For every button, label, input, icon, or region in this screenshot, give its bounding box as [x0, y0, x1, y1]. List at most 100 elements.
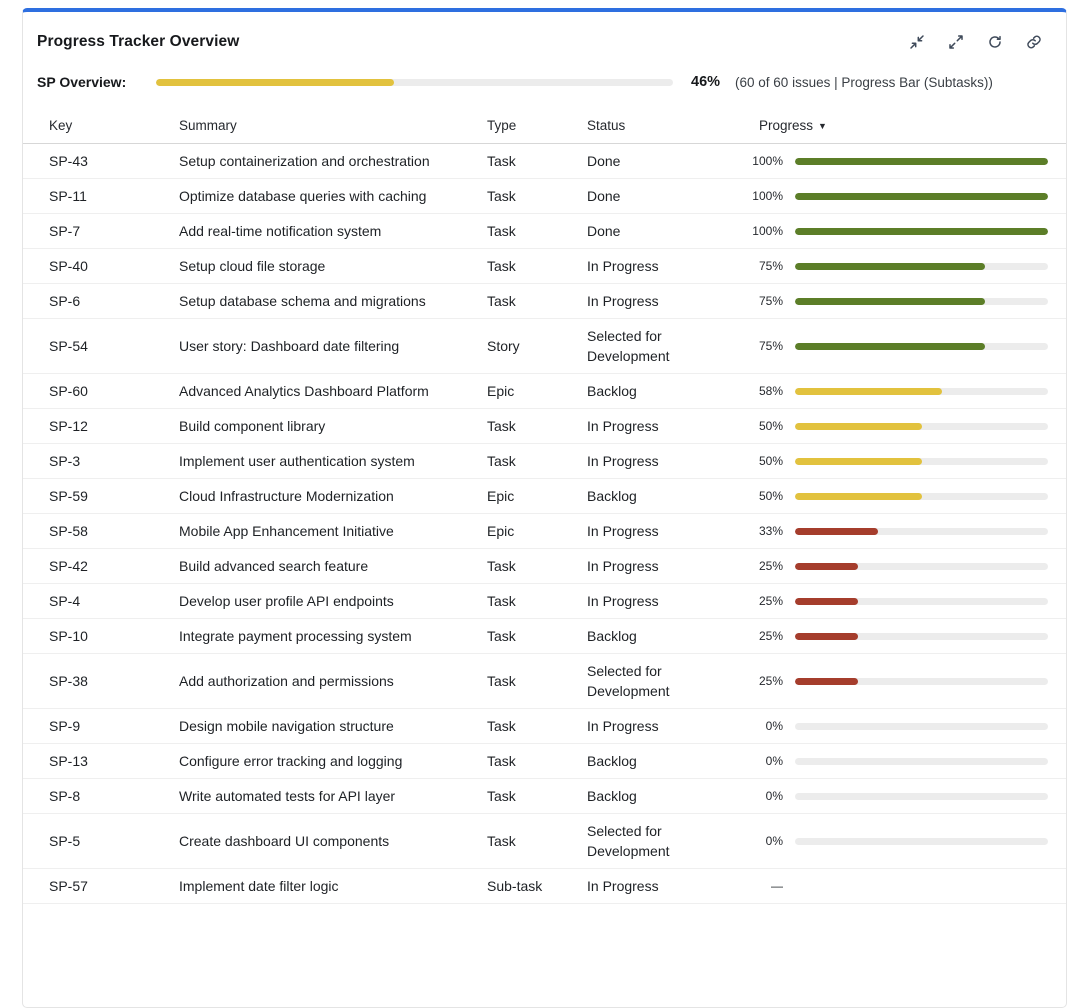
issue-progress-cell: 75%: [737, 336, 1048, 356]
issue-progress-cell: 75%: [737, 291, 1048, 311]
issue-key: SP-6: [49, 293, 81, 309]
table-row[interactable]: SP-13 Configure error tracking and loggi…: [23, 744, 1066, 779]
progress-bar: [795, 457, 1048, 465]
progress-bar: [795, 632, 1048, 640]
gadget-toolbar: [907, 32, 1044, 52]
issue-key: SP-12: [49, 418, 88, 434]
table-row[interactable]: SP-8 Write automated tests for API layer…: [23, 779, 1066, 814]
table-row[interactable]: SP-60 Advanced Analytics Dashboard Platf…: [23, 374, 1066, 409]
progress-percent: 100%: [752, 154, 783, 168]
table-row[interactable]: SP-58 Mobile App Enhancement Initiative …: [23, 514, 1066, 549]
issue-progress-cell: 50%: [737, 451, 1048, 471]
table-row[interactable]: SP-42 Build advanced search feature Task…: [23, 549, 1066, 584]
issue-status: Backlog: [587, 488, 637, 504]
progress-bar-fill: [795, 262, 985, 270]
col-header-progress[interactable]: Progress ▼: [737, 118, 1048, 133]
progress-bar: [795, 262, 1048, 270]
progress-bar-fill: [795, 387, 942, 395]
issue-type: Task: [487, 188, 516, 204]
issue-status: In Progress: [587, 293, 659, 309]
progress-tracker-panel: Progress Tracker Overview: [22, 8, 1067, 1008]
progress-percent: 75%: [758, 259, 783, 273]
progress-bar-fill: [795, 492, 922, 500]
issues-table: Key Summary Type Status Progress ▼ SP-43…: [23, 110, 1066, 904]
table-row[interactable]: SP-43 Setup containerization and orchest…: [23, 144, 1066, 179]
issue-type: Task: [487, 153, 516, 169]
link-icon[interactable]: [1024, 32, 1044, 52]
issue-type: Task: [487, 788, 516, 804]
minimize-icon[interactable]: [907, 32, 927, 52]
issue-summary: Design mobile navigation structure: [179, 718, 394, 734]
issue-summary: Develop user profile API endpoints: [179, 593, 394, 609]
issue-status: Backlog: [587, 383, 637, 399]
overview-detail: (60 of 60 issues | Progress Bar (Subtask…: [735, 74, 993, 90]
issue-status: In Progress: [587, 418, 659, 434]
issue-key: SP-38: [49, 673, 88, 689]
issue-status: Backlog: [587, 753, 637, 769]
issue-progress-cell: 25%: [737, 556, 1048, 576]
issue-status: In Progress: [587, 878, 659, 894]
issue-type: Task: [487, 453, 516, 469]
overview-progress-bar: [156, 78, 673, 86]
issue-status: In Progress: [587, 718, 659, 734]
table-row[interactable]: SP-9 Design mobile navigation structure …: [23, 709, 1066, 744]
overview-progress-fill: [156, 78, 394, 86]
issue-status: In Progress: [587, 593, 659, 609]
table-row[interactable]: SP-59 Cloud Infrastructure Modernization…: [23, 479, 1066, 514]
table-row[interactable]: SP-12 Build component library Task In Pr…: [23, 409, 1066, 444]
table-row[interactable]: SP-38 Add authorization and permissions …: [23, 654, 1066, 709]
progress-percent: 25%: [758, 629, 783, 643]
issue-key: SP-9: [49, 718, 81, 734]
issue-status: Selected for Development: [587, 328, 670, 364]
table-row[interactable]: SP-4 Develop user profile API endpoints …: [23, 584, 1066, 619]
table-row[interactable]: SP-10 Integrate payment processing syste…: [23, 619, 1066, 654]
issue-summary: Add authorization and permissions: [179, 673, 394, 689]
progress-bar: [795, 297, 1048, 305]
table-header: Key Summary Type Status Progress ▼: [23, 110, 1066, 144]
col-header-status[interactable]: Status: [587, 118, 626, 133]
issue-key: SP-42: [49, 558, 88, 574]
table-row[interactable]: SP-6 Setup database schema and migration…: [23, 284, 1066, 319]
issue-summary: Configure error tracking and logging: [179, 753, 403, 769]
issue-type: Epic: [487, 383, 515, 399]
table-row[interactable]: SP-57 Implement date filter logic Sub-ta…: [23, 869, 1066, 904]
progress-bar-fill: [795, 297, 985, 305]
issue-type: Task: [487, 593, 516, 609]
progress-percent: 75%: [758, 294, 783, 308]
progress-percent: 100%: [752, 224, 783, 238]
progress-bar-fill: [795, 192, 1048, 200]
progress-bar-fill: [795, 597, 859, 605]
issue-progress-cell: 25%: [737, 671, 1048, 691]
issue-status: Done: [587, 188, 621, 204]
issue-key: SP-57: [49, 878, 88, 894]
page-title: Progress Tracker Overview: [37, 33, 240, 50]
table-row[interactable]: SP-7 Add real-time notification system T…: [23, 214, 1066, 249]
progress-bar: [795, 192, 1048, 200]
table-row[interactable]: SP-5 Create dashboard UI components Task…: [23, 814, 1066, 869]
col-header-key[interactable]: Key: [49, 118, 73, 133]
table-row[interactable]: SP-3 Implement user authentication syste…: [23, 444, 1066, 479]
sp-overview-section: SP Overview: 46% (60 of 60 issues | Prog…: [23, 60, 1066, 110]
issue-summary: Integrate payment processing system: [179, 628, 412, 644]
sort-desc-icon: ▼: [818, 120, 827, 131]
progress-bar-fill: [795, 422, 922, 430]
expand-icon[interactable]: [946, 32, 966, 52]
col-header-type[interactable]: Type: [487, 118, 517, 133]
issue-key: SP-13: [49, 753, 88, 769]
issue-progress-cell: 75%: [737, 256, 1048, 276]
issue-summary: Write automated tests for API layer: [179, 788, 396, 804]
issue-type: Task: [487, 753, 516, 769]
issue-key: SP-8: [49, 788, 81, 804]
issue-type: Task: [487, 258, 516, 274]
table-row[interactable]: SP-11 Optimize database queries with cac…: [23, 179, 1066, 214]
table-row[interactable]: SP-40 Setup cloud file storage Task In P…: [23, 249, 1066, 284]
issue-summary: Implement date filter logic: [179, 878, 339, 894]
progress-percent: 0%: [765, 789, 783, 803]
refresh-icon[interactable]: [985, 32, 1005, 52]
issue-progress-cell: 0%: [737, 786, 1048, 806]
col-header-summary[interactable]: Summary: [179, 118, 237, 133]
issue-progress-cell: 0%: [737, 751, 1048, 771]
progress-bar-fill: [795, 342, 985, 350]
table-row[interactable]: SP-54 User story: Dashboard date filteri…: [23, 319, 1066, 374]
issue-status: Backlog: [587, 788, 637, 804]
